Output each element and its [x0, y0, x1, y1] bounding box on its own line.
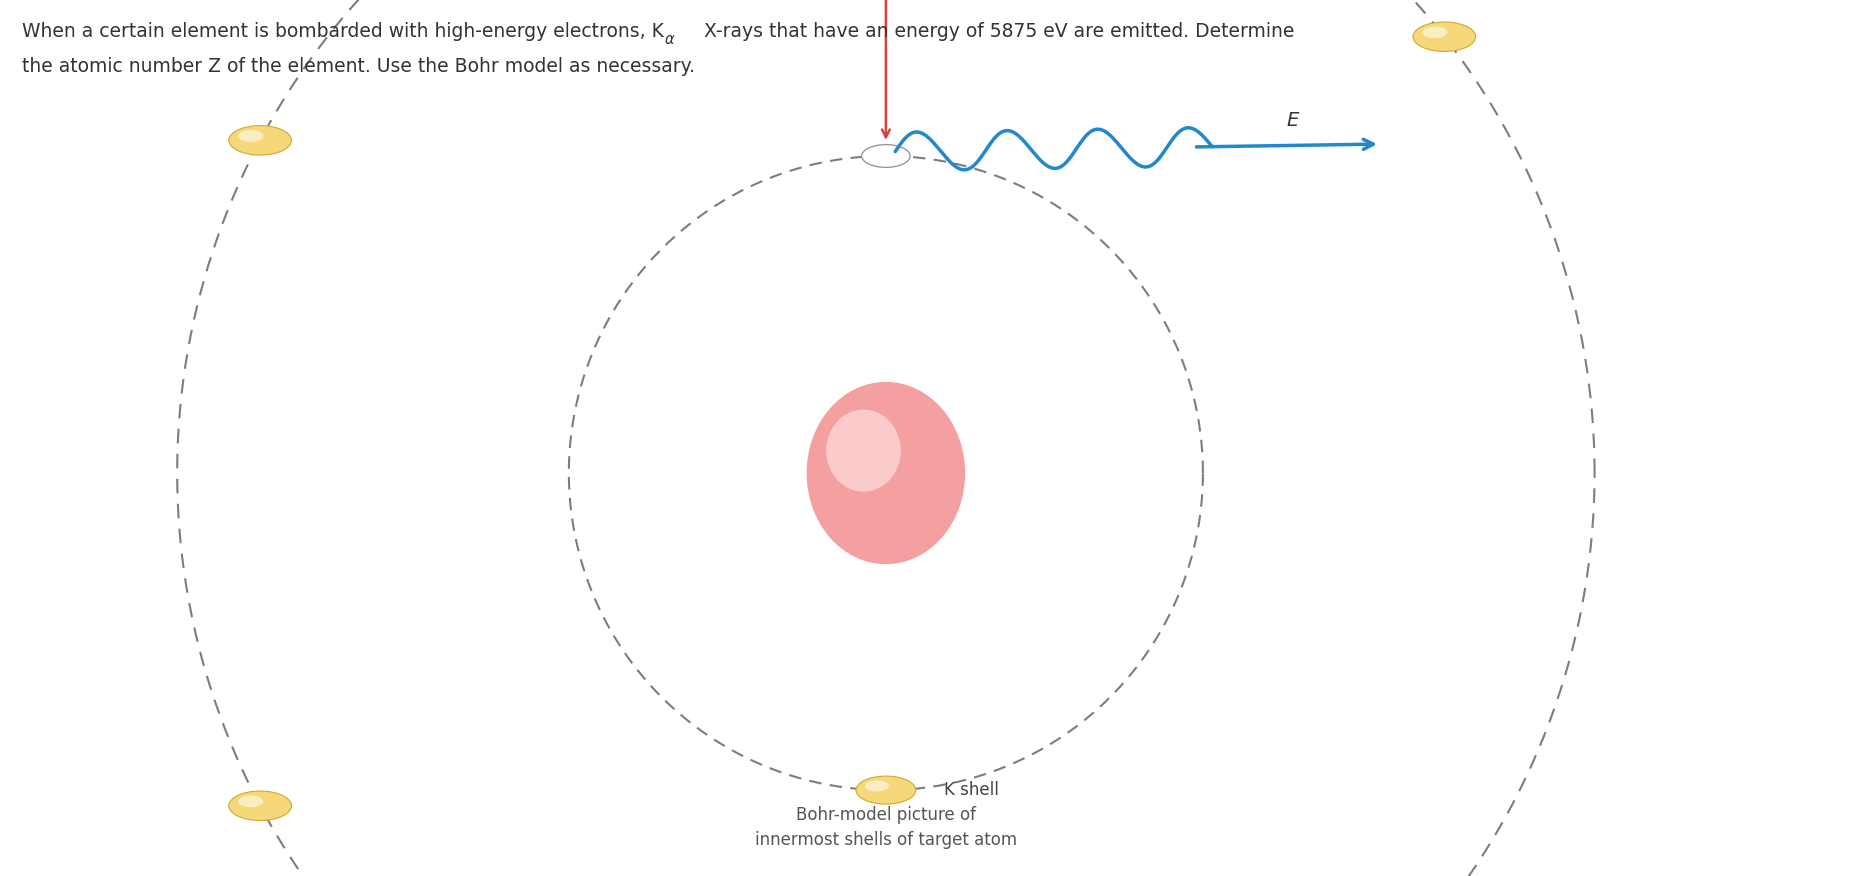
Text: When a certain element is bombarded with high-energy electrons, K: When a certain element is bombarded with… — [22, 22, 664, 41]
Circle shape — [229, 791, 291, 821]
Text: X-rays that have an energy of 5875 eV are emitted. Determine: X-rays that have an energy of 5875 eV ar… — [697, 22, 1294, 41]
Circle shape — [239, 795, 263, 807]
Ellipse shape — [826, 410, 900, 491]
Text: Bohr-model picture of
innermost shells of target atom: Bohr-model picture of innermost shells o… — [755, 806, 1016, 850]
Circle shape — [865, 781, 889, 792]
Circle shape — [856, 776, 915, 804]
Circle shape — [861, 145, 910, 167]
Circle shape — [1422, 26, 1446, 39]
Circle shape — [1413, 22, 1474, 52]
Circle shape — [239, 130, 263, 142]
Text: the atomic number Z of the element. Use the Bohr model as necessary.: the atomic number Z of the element. Use … — [22, 57, 695, 76]
Circle shape — [229, 125, 291, 155]
Ellipse shape — [805, 382, 966, 564]
Text: $\alpha$: $\alpha$ — [664, 32, 675, 47]
Text: E: E — [1286, 111, 1299, 130]
Text: K shell: K shell — [943, 781, 997, 799]
